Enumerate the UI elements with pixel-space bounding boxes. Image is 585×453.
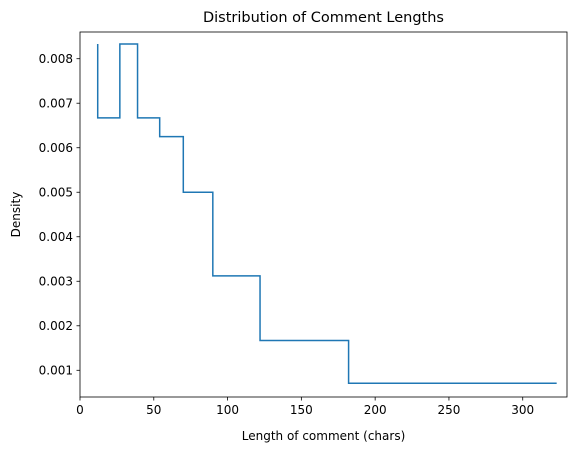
x-tick-label: 150 <box>290 403 313 417</box>
x-tick-label: 300 <box>511 403 534 417</box>
y-axis: 0.001 0.002 0.003 0.004 0.005 0.006 0.007 0.008 <box>39 52 80 378</box>
y-tick-label: 0.001 <box>39 364 73 378</box>
y-tick-label: 0.005 <box>39 186 73 200</box>
y-axis-label: Density <box>9 192 23 238</box>
y-tick-label: 0.006 <box>39 141 73 155</box>
y-tick-label: 0.007 <box>39 97 73 111</box>
x-tick-label: 200 <box>364 403 387 417</box>
x-tick-label: 50 <box>146 403 161 417</box>
y-tick-label: 0.008 <box>39 52 73 66</box>
plot-frame <box>79 31 568 398</box>
x-axis-label: Length of comment (chars) <box>242 429 406 443</box>
x-tick-label: 100 <box>216 403 239 417</box>
density-step-line <box>96 43 557 384</box>
y-tick-label: 0.003 <box>39 275 73 289</box>
y-tick-label: 0.002 <box>39 319 73 333</box>
x-tick-label: 0 <box>76 403 84 417</box>
x-tick-label: 250 <box>437 403 460 417</box>
chart-title: Distribution of Comment Lengths <box>203 10 444 26</box>
y-tick-label: 0.004 <box>39 230 73 244</box>
x-axis: 0 50 100 150 200 250 300 <box>76 397 534 417</box>
